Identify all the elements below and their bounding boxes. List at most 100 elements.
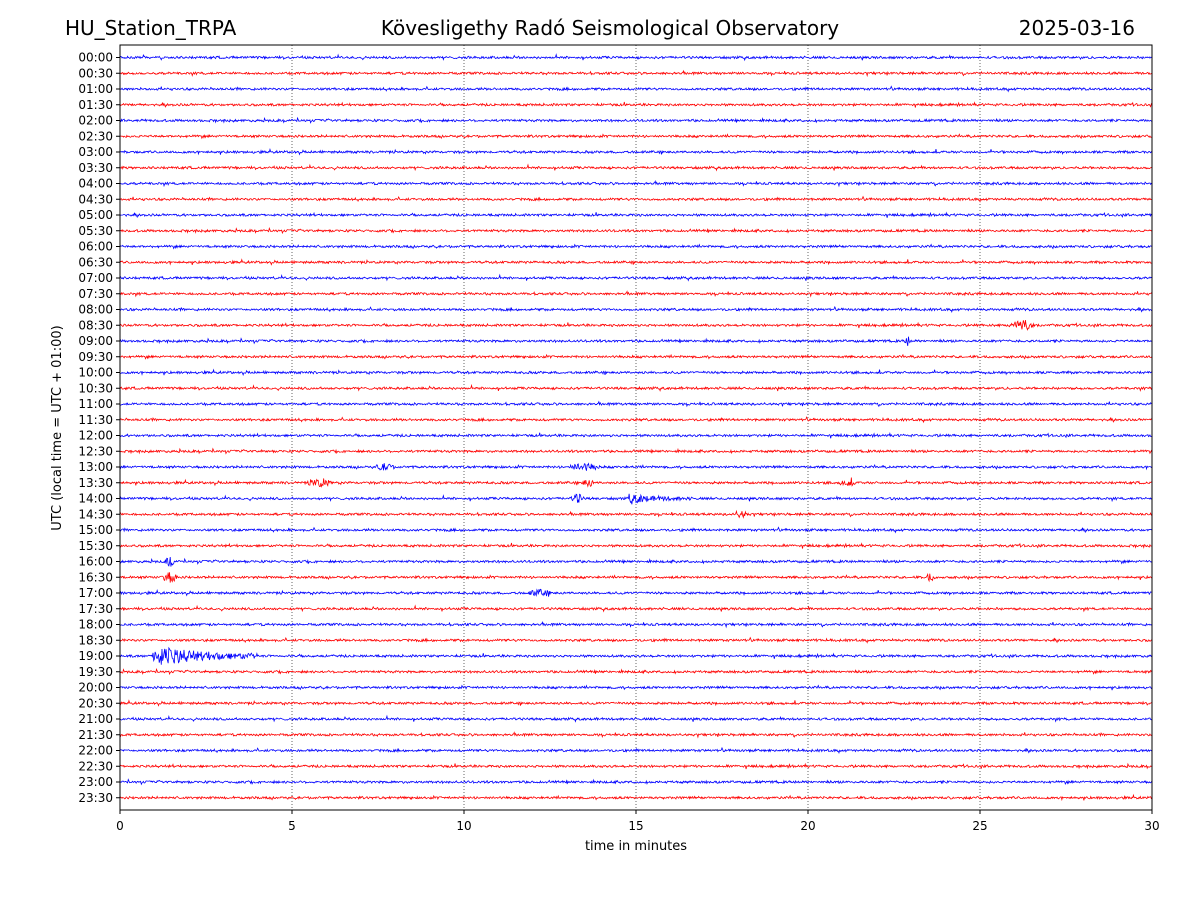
x-tick-label: 10 <box>456 819 471 833</box>
trace-line <box>119 101 1153 108</box>
y-axis-label: UTC (local time = UTC + 01:00) <box>50 325 65 530</box>
y-tick-label: 16:30 <box>78 570 113 584</box>
y-tick-label: 00:30 <box>78 66 113 80</box>
chart-date: 2025-03-16 <box>1019 16 1135 40</box>
trace-line <box>119 319 1153 331</box>
y-tick-label: 09:30 <box>78 350 113 364</box>
y-tick-label: 13:00 <box>78 460 113 474</box>
x-ticks: 0 5 10 15 20 25 30 <box>116 810 1160 833</box>
trace-line <box>119 604 1153 613</box>
trace-line <box>119 509 1153 519</box>
gridlines <box>291 45 981 810</box>
y-tick-label: 02:30 <box>78 129 113 143</box>
y-tick-label: 15:30 <box>78 539 113 553</box>
trace-line <box>119 477 1153 488</box>
y-tick-label: 14:00 <box>78 492 113 506</box>
y-tick-label: 22:30 <box>78 759 113 773</box>
trace-line <box>119 163 1153 172</box>
y-tick-label: 07:00 <box>78 271 113 285</box>
x-tick-label: 20 <box>800 819 815 833</box>
y-tick-label: 11:00 <box>78 397 113 411</box>
y-tick-label: 04:30 <box>78 192 113 206</box>
trace-line <box>119 383 1153 392</box>
trace-line <box>119 542 1153 549</box>
trace-line <box>119 148 1153 156</box>
y-tick-label: 04:00 <box>78 177 113 191</box>
trace-line <box>119 53 1153 62</box>
y-tick-label: 17:30 <box>78 602 113 616</box>
y-tick-label: 21:00 <box>78 712 113 726</box>
trace-line <box>119 646 1153 665</box>
y-tick-label: 06:00 <box>78 240 113 254</box>
x-tick-label: 25 <box>972 819 987 833</box>
trace-line <box>119 243 1153 250</box>
y-tick-label: 12:00 <box>78 429 113 443</box>
y-tick-label: 16:00 <box>78 555 113 569</box>
trace-line <box>119 133 1153 140</box>
trace-line <box>119 636 1153 644</box>
trace-line <box>119 621 1153 629</box>
trace-line <box>119 180 1153 188</box>
trace-line <box>119 746 1153 755</box>
y-tick-label: 05:00 <box>78 208 113 222</box>
trace-line <box>119 368 1153 376</box>
y-tick-label: 03:00 <box>78 145 113 159</box>
trace-line <box>119 400 1153 408</box>
x-tick-label: 15 <box>628 819 643 833</box>
trace-line <box>119 195 1153 203</box>
y-tick-label: 19:30 <box>78 665 113 679</box>
trace-line <box>119 684 1153 691</box>
station-name: HU_Station_TRPA <box>65 16 237 40</box>
trace-line <box>119 572 1153 583</box>
y-tick-label: 13:30 <box>78 476 113 490</box>
y-tick-label: 20:30 <box>78 696 113 710</box>
trace-line <box>119 588 1153 597</box>
y-tick-label: 08:30 <box>78 318 113 332</box>
y-tick-label: 23:30 <box>78 791 113 805</box>
x-tick-label: 30 <box>1144 819 1159 833</box>
trace-line <box>119 69 1153 78</box>
trace-line <box>119 667 1153 676</box>
y-tick-label: 01:30 <box>78 98 113 112</box>
x-axis-label: time in minutes <box>585 839 687 854</box>
y-tick-label: 01:00 <box>78 82 113 96</box>
trace-line <box>119 416 1153 424</box>
trace-line <box>119 447 1153 455</box>
y-tick-label: 14:30 <box>78 507 113 521</box>
traces-group <box>119 53 1153 802</box>
y-tick-label: 07:30 <box>78 287 113 301</box>
chart-title: Kövesligethy Radó Seismological Observat… <box>381 16 839 40</box>
trace-line <box>119 211 1153 219</box>
trace-line <box>119 731 1153 739</box>
trace-line <box>119 526 1153 534</box>
trace-line <box>119 762 1153 770</box>
trace-line <box>119 305 1153 314</box>
y-tick-label: 21:30 <box>78 728 113 742</box>
y-tick-label: 08:00 <box>78 303 113 317</box>
x-tick-label: 5 <box>288 819 296 833</box>
y-tick-label: 06:30 <box>78 255 113 269</box>
y-tick-label: 23:00 <box>78 775 113 789</box>
trace-line <box>119 557 1153 567</box>
y-tick-label: 18:30 <box>78 633 113 647</box>
trace-line <box>119 116 1153 124</box>
y-tick-label: 05:30 <box>78 224 113 238</box>
trace-line <box>119 699 1153 707</box>
y-tick-label: 00:00 <box>78 51 113 65</box>
trace-line <box>119 336 1153 346</box>
trace-line <box>119 432 1153 439</box>
trace-line <box>119 493 1153 505</box>
y-tick-label: 19:00 <box>78 649 113 663</box>
plot-frame <box>119 44 1153 811</box>
y-tick-label: 10:30 <box>78 381 113 395</box>
y-tick-label: 15:00 <box>78 523 113 537</box>
y-tick-label: 22:00 <box>78 744 113 758</box>
trace-line <box>119 290 1153 298</box>
y-tick-label: 20:00 <box>78 681 113 695</box>
trace-line <box>119 226 1153 235</box>
trace-line <box>119 353 1153 360</box>
y-tick-label: 18:00 <box>78 618 113 632</box>
y-tick-label: 11:30 <box>78 413 113 427</box>
